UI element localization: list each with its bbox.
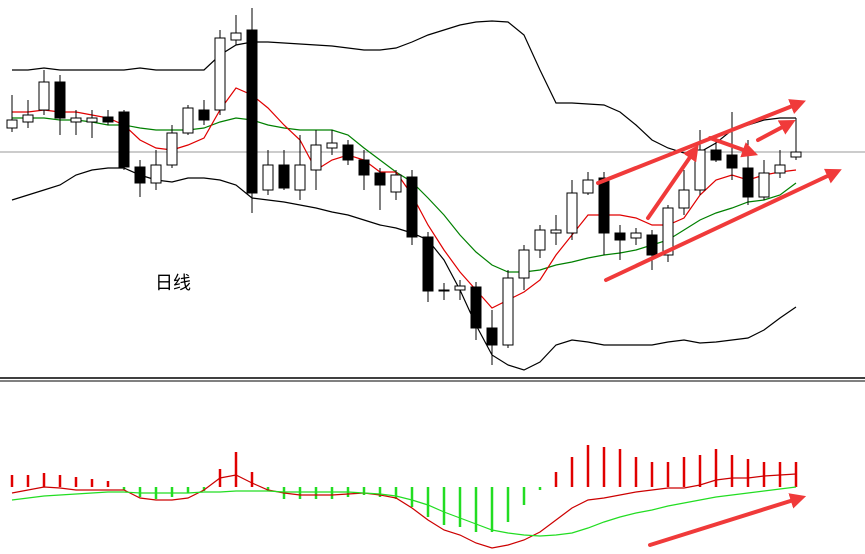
candle-body [502, 277, 514, 346]
indicator-line [12, 20, 796, 154]
candle-body [134, 166, 146, 184]
candle-body [454, 285, 466, 291]
candle-body [438, 289, 450, 292]
indicator-line [11, 486, 797, 537]
candle-body [182, 107, 194, 134]
candle-body [86, 117, 98, 123]
candle-body [54, 81, 66, 119]
candle-body [262, 164, 274, 191]
candle-body [694, 149, 706, 191]
candle-body [38, 81, 50, 111]
arrow [708, 136, 759, 158]
candle-body [710, 149, 722, 161]
candle-body [550, 229, 562, 234]
candle-body [390, 174, 402, 193]
candle-body [6, 119, 18, 129]
candle-body [598, 177, 610, 234]
arrows [596, 99, 842, 547]
candle-body [758, 172, 770, 198]
candle-body [166, 132, 178, 166]
plot [6, 8, 802, 549]
candle-body [342, 144, 354, 161]
candle-body [198, 109, 210, 121]
candle-body [486, 327, 498, 346]
candle-body [614, 232, 626, 241]
candle-body [678, 189, 690, 209]
candle-body [102, 116, 114, 123]
arrow [596, 99, 806, 185]
candle-body [630, 232, 642, 239]
candle-body [646, 234, 658, 256]
arrow [756, 119, 796, 142]
annotation: 日线 [155, 273, 191, 294]
candle-body [358, 159, 370, 176]
candle-body [294, 164, 306, 191]
candle-body [774, 164, 786, 174]
arrow [646, 144, 699, 220]
candle-body [566, 192, 578, 234]
candle-body [726, 154, 738, 169]
arrow [648, 493, 807, 547]
candle-body [22, 114, 34, 123]
candle-body [790, 151, 802, 158]
candle-body [310, 144, 322, 171]
candle-body [150, 164, 162, 184]
candle-body [534, 229, 546, 251]
candle-body [742, 167, 754, 198]
arrow [604, 168, 842, 282]
indicator-line [11, 473, 797, 549]
candle-body [214, 37, 226, 111]
candle-body [230, 32, 242, 41]
candle-body [470, 286, 482, 329]
candle-body [518, 249, 530, 279]
candle-body [582, 179, 594, 194]
candle-body [662, 207, 674, 256]
candle-body [118, 111, 130, 168]
candle-body [70, 117, 82, 123]
candle-body [406, 176, 418, 238]
candle-body [374, 172, 386, 186]
candle-body [246, 29, 258, 194]
candle-body [326, 142, 338, 149]
candle-body [278, 164, 290, 189]
candle-body [422, 236, 434, 292]
